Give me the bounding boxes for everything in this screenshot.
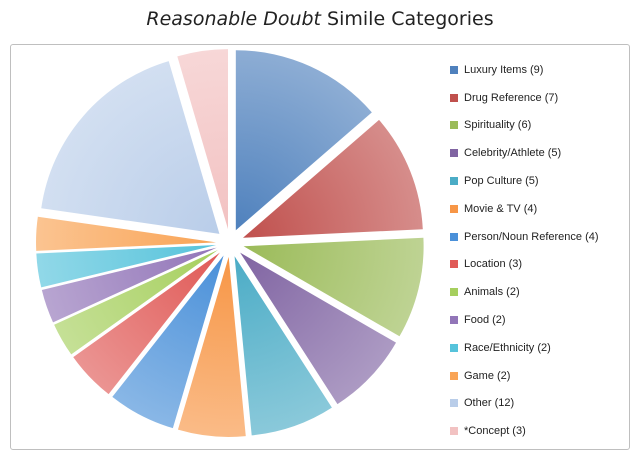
pie-slice [240,252,397,405]
legend-item: Race/Ethnicity (2) [450,334,630,362]
pie-slice [243,237,424,337]
pie-slice [112,255,224,429]
pie-slice [73,252,220,395]
pie-slice [41,61,220,234]
legend-swatch [450,177,458,186]
legend-item: Food (2) [450,306,630,334]
chart-title: Reasonable Doubt Simile Categories [0,8,640,30]
legend-label: Animals (2) [464,286,520,299]
legend-swatch [450,149,458,158]
legend-swatch [450,316,458,325]
legend-swatch [450,121,458,130]
pie-slice [54,250,218,355]
legend-label: Other (12) [464,397,515,410]
legend-swatch [450,371,458,380]
legend-swatch [450,260,458,269]
legend-swatch [450,427,458,436]
legend-item: Game (2) [450,362,630,390]
legend-item: Location (3) [450,251,630,279]
pie-slice [177,256,246,437]
pie-slice [242,119,423,238]
legend-item: Luxury Items (9) [450,56,630,84]
legend-label: *Concept (3) [464,425,526,438]
legend-item: Animals (2) [450,278,630,306]
legend-label: Pop Culture (5) [464,175,539,188]
legend-swatch [450,232,458,241]
legend-label: Person/Noun Reference (4) [464,230,599,243]
legend-swatch [450,288,458,297]
legend-swatch [450,93,458,102]
legend-label: Celebrity/Athlete (5) [464,147,562,160]
legend-label: Food (2) [464,314,506,327]
pie-slice [235,50,372,231]
pie-slice [234,256,332,436]
legend-label: Race/Ethnicity (2) [464,341,551,354]
chart-title-rest: Simile Categories [321,8,494,30]
pie-slice [36,244,217,288]
pie-slice [41,247,217,323]
legend-item: *Concept (3) [450,417,630,445]
legend-label: Game (2) [464,369,511,382]
legend-label: Drug Reference (7) [464,91,559,104]
pie-slice [36,216,217,251]
legend-item: Movie & TV (4) [450,195,630,223]
legend: Luxury Items (9) Drug Reference (7) Spirit… [450,56,630,445]
legend-label: Movie & TV (4) [464,202,538,215]
legend-label: Spirituality (6) [464,119,532,132]
legend-item: Spirituality (6) [450,112,630,140]
legend-swatch [450,65,458,74]
legend-swatch [450,204,458,213]
legend-item: Pop Culture (5) [450,167,630,195]
legend-swatch [450,399,458,408]
legend-item: Person/Noun Reference (4) [450,223,630,251]
legend-item: Other (12) [450,390,630,418]
pie-slice [177,49,229,230]
legend-label: Location (3) [464,258,523,271]
chart-title-italic: Reasonable Doubt [146,8,322,30]
legend-label: Luxury Items (9) [464,63,544,76]
legend-item: Celebrity/Athlete (5) [450,139,630,167]
legend-swatch [450,343,458,352]
legend-item: Drug Reference (7) [450,84,630,112]
